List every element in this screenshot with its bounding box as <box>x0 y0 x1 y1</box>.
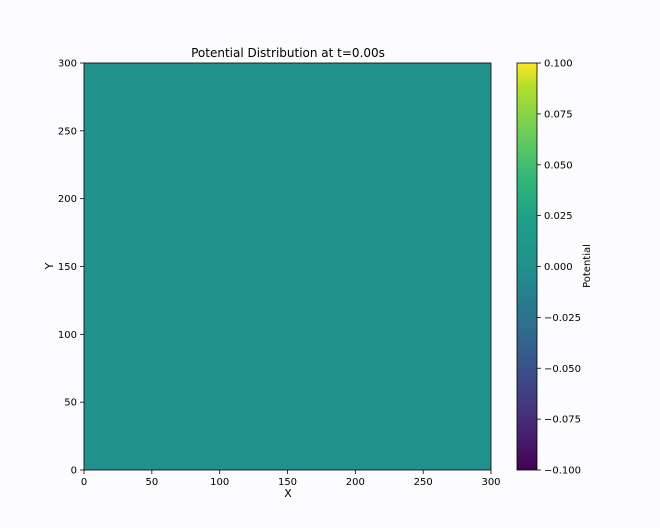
x-tick-label: 300 <box>481 477 500 488</box>
x-tick-label: 0 <box>81 477 87 488</box>
colorbar <box>516 62 538 471</box>
colorbar-tick-label: 0.100 <box>544 59 573 70</box>
colorbar-tick-label: −0.050 <box>544 364 581 375</box>
colorbar-tick-label: −0.100 <box>544 466 581 477</box>
y-axis-label: Y <box>43 262 56 270</box>
chart-title: Potential Distribution at t=0.00s <box>191 46 385 60</box>
y-tick-label: 150 <box>58 262 77 273</box>
y-tick-label: 50 <box>64 398 77 409</box>
x-axis-ticks: 0 50 100 150 200 250 300 <box>81 470 501 488</box>
colorbar-label: Potential <box>582 244 593 288</box>
colorbar-tick-label: −0.025 <box>544 313 581 324</box>
x-tick-label: 250 <box>414 477 433 488</box>
x-tick-label: 150 <box>278 477 297 488</box>
y-tick-label: 200 <box>58 194 77 205</box>
heatmap-field <box>84 63 491 470</box>
y-tick-label: 300 <box>58 59 77 70</box>
colorbar-tick-label: 0.025 <box>544 211 573 222</box>
x-tick-label: 50 <box>145 477 158 488</box>
colorbar-ticks: −0.100 −0.075 −0.050 −0.025 0.000 0.025 0.050 0… <box>537 59 581 477</box>
x-tick-label: 200 <box>346 477 365 488</box>
colorbar-tick-label: 0.050 <box>544 160 573 171</box>
colorbar-tick-label: 0.075 <box>544 109 573 120</box>
x-tick-label: 100 <box>210 477 229 488</box>
colorbar-tick-label: 0.000 <box>544 262 573 273</box>
y-tick-label: 0 <box>71 466 77 477</box>
x-axis-label: X <box>284 487 292 500</box>
y-tick-label: 100 <box>58 330 77 341</box>
y-tick-label: 250 <box>58 126 77 137</box>
colorbar-tick-label: −0.075 <box>544 415 581 426</box>
y-axis-ticks: 0 50 100 150 200 250 300 <box>58 59 84 477</box>
